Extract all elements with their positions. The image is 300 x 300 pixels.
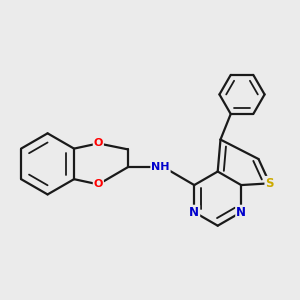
Text: O: O [94,138,103,148]
Text: S: S [266,177,274,190]
Text: N: N [236,206,246,219]
Text: O: O [94,179,103,189]
Text: N: N [189,206,199,219]
Text: NH: NH [151,162,170,172]
